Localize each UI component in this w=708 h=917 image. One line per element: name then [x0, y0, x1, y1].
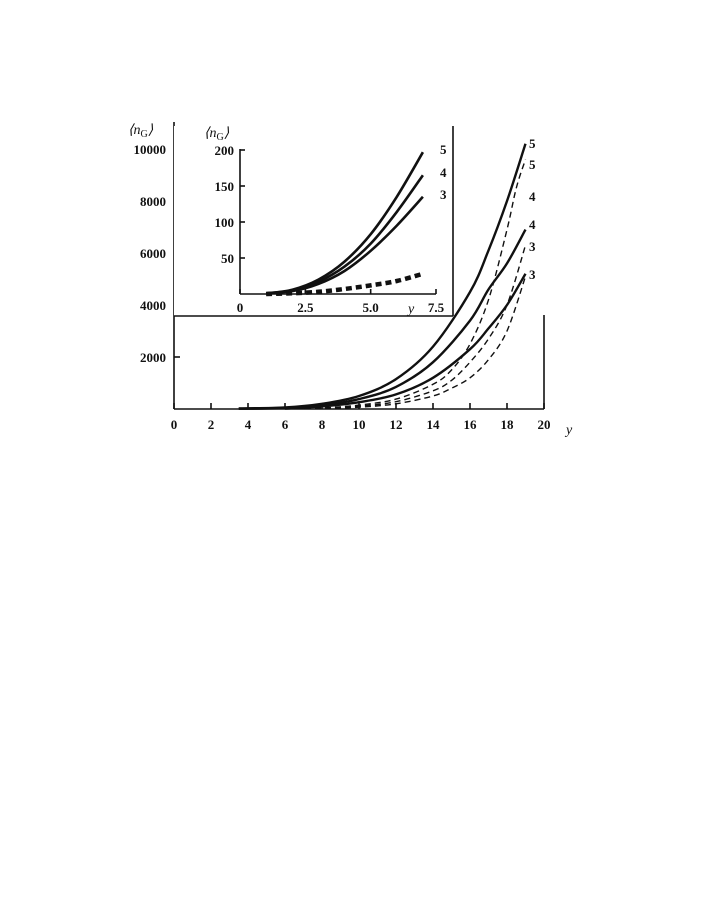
main-curve-label: 4	[529, 189, 536, 204]
inset-curves	[265, 151, 425, 297]
inset-curve-label: 4	[440, 165, 447, 180]
main-curve-label: 3	[529, 267, 536, 282]
inset-x-tick-label: 7.5	[428, 300, 445, 315]
main-x-tick-label: 16	[464, 417, 478, 432]
main-x-tick-label: 0	[171, 417, 178, 432]
main-curves	[238, 143, 527, 410]
inset-y-axis-label-var: n	[209, 126, 216, 141]
main-x-tick-label: 12	[390, 417, 403, 432]
inset-x-axis-label: y	[406, 302, 415, 317]
inset-curve-labels: 5 4 3	[440, 142, 447, 202]
main-y-axis-label: ⟨nG⟩	[128, 123, 154, 140]
inset-chart: 0 2.5 5.0 7.5 50 100 150 200 y ⟨nG⟩ 5 4 3	[174, 126, 454, 317]
main-x-axis-label: y	[564, 423, 573, 438]
main-series-dashed-5	[284, 159, 527, 410]
main-y-axis-label-close: ⟩	[148, 123, 154, 138]
inset-x-tick-label: 2.5	[297, 300, 314, 315]
main-y-tick-label: 10000	[134, 142, 167, 157]
inset-y-tick-label: 50	[221, 251, 234, 266]
inset-y-tick-label: 150	[215, 179, 235, 194]
main-x-tick-label: 4	[245, 417, 252, 432]
inset-x-tick-label: 0	[237, 300, 244, 315]
main-y-tick-label: 2000	[140, 350, 166, 365]
main-curve-label: 3	[529, 239, 536, 254]
main-x-tick-label: 10	[353, 417, 366, 432]
main-x-tick-label: 6	[282, 417, 289, 432]
inset-y-axis-label-open: ⟨	[204, 126, 211, 141]
main-y-tick-label: 8000	[140, 194, 166, 209]
main-curve-label: 5	[529, 136, 536, 151]
main-y-tick-label: 4000	[140, 298, 166, 313]
main-axes: 0 2 4 6 8 10 12 14 16 18 20200040006000800010000y⟨…	[128, 122, 573, 438]
main-y-axis-label-open: ⟨	[128, 123, 135, 138]
main-x-tick-label: 8	[319, 417, 326, 432]
main-x-tick-label: 14	[427, 417, 441, 432]
main-x-tick-label: 2	[208, 417, 215, 432]
main-x-tick-label: 18	[501, 417, 515, 432]
inset-y-tick-label: 100	[215, 215, 235, 230]
main-curve-label: 4	[529, 217, 536, 232]
inset-curve-label: 5	[440, 142, 447, 157]
inset-series-dashed	[266, 271, 424, 297]
inset-axes: 0 2.5 5.0 7.5 50 100 150 200 y ⟨nG⟩	[204, 126, 445, 317]
inset-y-axis-label-sub: G	[216, 132, 223, 143]
main-y-axis-label-sub: G	[140, 129, 147, 140]
inset-y-tick-label: 200	[215, 143, 235, 158]
main-series-dashed-3	[284, 276, 527, 410]
main-series-solid-3	[238, 273, 527, 410]
main-x-tick-label: 20	[538, 417, 551, 432]
main-y-axis-label-var: n	[133, 123, 140, 138]
main-y-tick-label: 6000	[140, 246, 166, 261]
inset-y-axis-label: ⟨nG⟩	[204, 126, 230, 143]
inset-y-axis-label-close: ⟩	[224, 126, 230, 141]
inset-x-tick-label: 5.0	[363, 300, 379, 315]
main-chart: 0 2 4 6 8 10 12 14 16 18 20200040006000800010000y⟨…	[128, 122, 573, 438]
main-curve-labels: 5 5 4 4 3 3	[529, 136, 536, 282]
inset-curve-label: 3	[440, 187, 447, 202]
inset-series-solid-3	[265, 195, 424, 295]
main-curve-label: 5	[529, 157, 536, 172]
